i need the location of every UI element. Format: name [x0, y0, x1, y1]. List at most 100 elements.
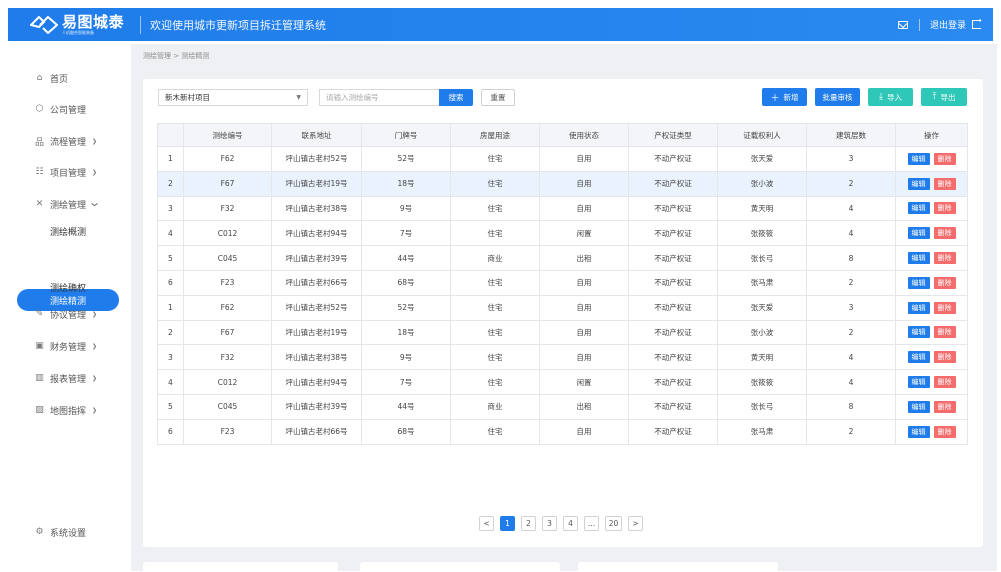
edit-button[interactable]: 编辑 [907, 301, 930, 314]
page-button[interactable]: 4 [563, 516, 578, 531]
table-row[interactable]: 1 F62 坪山镇古老村52号 52号 住宅 自用 不动产权证 张天爱 3 编辑 删除 [157, 146, 968, 172]
table-cell: 68号 [361, 418, 451, 445]
logout-button[interactable]: 退出登录 [929, 21, 966, 31]
sidebar-item-home[interactable]: ⌂ 首页 [34, 70, 68, 86]
sidebar-item-finance[interactable]: ▣ 财务管理 ❯ [34, 338, 97, 354]
table-cell: 张马肃 [717, 418, 807, 445]
edit-button[interactable]: 编辑 [907, 252, 930, 265]
table-cell: 坪山镇古老村94号 [271, 220, 362, 247]
table-row[interactable]: 3 F32 坪山镇古老村38号 9号 住宅 自用 不动产权证 黄天明 4 编辑 删除 [157, 344, 968, 371]
delete-button[interactable]: 删除 [933, 276, 956, 289]
sidebar-subitem-ownership[interactable]: 测绘确权 [50, 283, 87, 294]
sidebar-item-agreement[interactable]: ✎ 协议管理 ❯ [34, 306, 97, 322]
table-row[interactable]: 6 F23 坪山镇古老村66号 68号 住宅 自用 不动产权证 张马肃 2 编辑 删除 [157, 418, 968, 445]
table-row[interactable]: 5 C045 坪山镇古老村39号 44号 商业 出租 不动产权证 张长弓 8 编辑 删除 [157, 393, 968, 420]
sidebar-item-map[interactable]: ▨ 地图指挥 ❯ [34, 402, 97, 418]
page-button[interactable]: 3 [542, 516, 557, 531]
page-button[interactable]: 2 [521, 516, 536, 531]
table-cell: 44号 [361, 245, 451, 271]
edit-button[interactable]: 编辑 [907, 227, 930, 240]
reset-button[interactable]: 重置 [481, 89, 515, 106]
next-page-button[interactable]: > [628, 516, 643, 531]
page-button[interactable]: 1 [500, 516, 515, 531]
sidebar-item-project[interactable]: ☷ 项目管理 ❯ [34, 164, 97, 180]
sidebar-item-process[interactable]: 品 流程管理 ❯ [34, 133, 97, 149]
delete-button[interactable]: 删除 [933, 326, 956, 339]
table-cell: 住宅 [450, 319, 540, 346]
table-cell-actions: 编辑 删除 [895, 220, 968, 247]
page-button[interactable]: 20 [605, 516, 622, 531]
column-header: 产权证类型 [628, 123, 718, 147]
table-cell: 不动产权证 [628, 393, 718, 420]
column-header: 联系地址 [271, 123, 362, 147]
table-cell: C045 [183, 393, 272, 420]
download-icon: ⤓ [879, 92, 883, 102]
table-cell: 住宅 [450, 220, 540, 247]
delete-button[interactable]: 删除 [933, 202, 956, 215]
sidebar: ⌂ 首页 ⬡ 公司管理 品 流程管理 ❯ ☷ 项目管理 ❯ ✕ 测绘管理 ❯ 测… [0, 41, 131, 571]
mail-icon[interactable] [897, 20, 908, 29]
batch-review-button[interactable]: 批量审核 [815, 88, 860, 106]
edit-button[interactable]: 编辑 [907, 376, 930, 389]
bottom-card [360, 562, 560, 572]
table-cell: 不动产权证 [628, 418, 718, 445]
delete-button[interactable]: 删除 [933, 301, 956, 314]
sidebar-item-report[interactable]: ▥ 报表管理 ❯ [34, 370, 97, 386]
table-row[interactable]: 4 C012 坪山镇古老村94号 7号 住宅 闲置 不动产权证 张筱筱 4 编辑 删除 [157, 369, 968, 395]
table-cell-actions: 编辑 删除 [895, 269, 968, 296]
sidebar-subitem-rough-survey[interactable]: 测绘概测 [50, 227, 87, 238]
table-cell: 坪山镇古老村39号 [271, 245, 362, 271]
table-cell: 住宅 [450, 146, 540, 172]
table-cell: 住宅 [450, 344, 540, 371]
search-button[interactable]: 搜索 [439, 89, 473, 106]
export-button[interactable]: ⤒ 导出 [921, 88, 967, 106]
table-cell: 张筱筱 [717, 369, 807, 395]
gear-icon: ⚙ [35, 527, 44, 537]
search-input[interactable] [319, 89, 439, 106]
prev-page-button[interactable]: < [479, 516, 494, 531]
delete-button[interactable]: 删除 [933, 425, 956, 438]
logout-icon[interactable] [972, 16, 982, 29]
delete-button[interactable]: 删除 [933, 351, 956, 364]
edit-button[interactable]: 编辑 [907, 425, 930, 438]
logo: 易图城泰 人机融合智能装备 [30, 14, 134, 35]
edit-button[interactable]: 编辑 [907, 202, 930, 215]
map-icon: ▨ [35, 405, 44, 415]
edit-button[interactable]: 编辑 [907, 276, 930, 289]
delete-button[interactable]: 删除 [933, 400, 956, 413]
table-cell-actions: 编辑 删除 [895, 146, 968, 172]
table-cell: 出租 [539, 245, 629, 271]
table-cell: 不动产权证 [628, 195, 718, 222]
table-cell: 4 [806, 369, 896, 395]
edit-button[interactable]: 编辑 [907, 326, 930, 339]
building-icon: ⬡ [35, 104, 44, 114]
delete-button[interactable]: 删除 [933, 152, 956, 165]
delete-button[interactable]: 删除 [933, 177, 956, 190]
table-row[interactable]: 5 C045 坪山镇古老村39号 44号 商业 出租 不动产权证 张长弓 8 编辑 删除 [157, 245, 968, 271]
column-header: 测绘编号 [183, 123, 272, 147]
import-button[interactable]: ⤓ 导入 [868, 88, 913, 106]
edit-button[interactable]: 编辑 [907, 351, 930, 364]
edit-button[interactable]: 编辑 [907, 400, 930, 413]
table-cell: 3 [806, 294, 896, 321]
sidebar-subitem-precise-survey[interactable]: 测绘精测 [17, 289, 119, 311]
table-row[interactable]: 3 F32 坪山镇古老村38号 9号 住宅 自用 不动产权证 黄天明 4 编辑 删除 [157, 195, 968, 222]
sidebar-item-settings[interactable]: ⚙ 系统设置 [34, 524, 86, 540]
edit-button[interactable]: 编辑 [907, 152, 930, 165]
edit-button[interactable]: 编辑 [907, 177, 930, 190]
sidebar-item-company[interactable]: ⬡ 公司管理 [34, 101, 86, 117]
add-button[interactable]: ＋ 新增 [762, 88, 807, 106]
table-row[interactable]: 2 F67 坪山镇古老村19号 18号 住宅 自用 不动产权证 张小波 2 编辑 删除 [157, 319, 968, 346]
table-row[interactable]: 1 F62 坪山镇古老村52号 52号 住宅 自用 不动产权证 张天爱 3 编辑 删除 [157, 294, 968, 321]
delete-button[interactable]: 删除 [933, 376, 956, 389]
delete-button[interactable]: 删除 [933, 252, 956, 265]
sidebar-item-survey[interactable]: ✕ 测绘管理 ❯ [34, 196, 98, 212]
table-row[interactable]: 6 F23 坪山镇古老村66号 68号 住宅 自用 不动产权证 张马肃 2 编辑 删除 [157, 269, 968, 296]
table-cell: 不动产权证 [628, 146, 718, 172]
upload-icon: ⤒ [932, 92, 937, 102]
delete-button[interactable]: 删除 [933, 227, 956, 240]
project-select[interactable]: 新木新村项目 ▼ [158, 89, 308, 106]
table-cell: F32 [183, 344, 272, 371]
table-row[interactable]: 4 C012 坪山镇古老村94号 7号 住宅 闲置 不动产权证 张筱筱 4 编辑 删除 [157, 220, 968, 247]
table-row[interactable]: 2 F67 坪山镇古老村19号 18号 住宅 自用 不动产权证 张小波 2 编辑 删除 [157, 170, 968, 197]
